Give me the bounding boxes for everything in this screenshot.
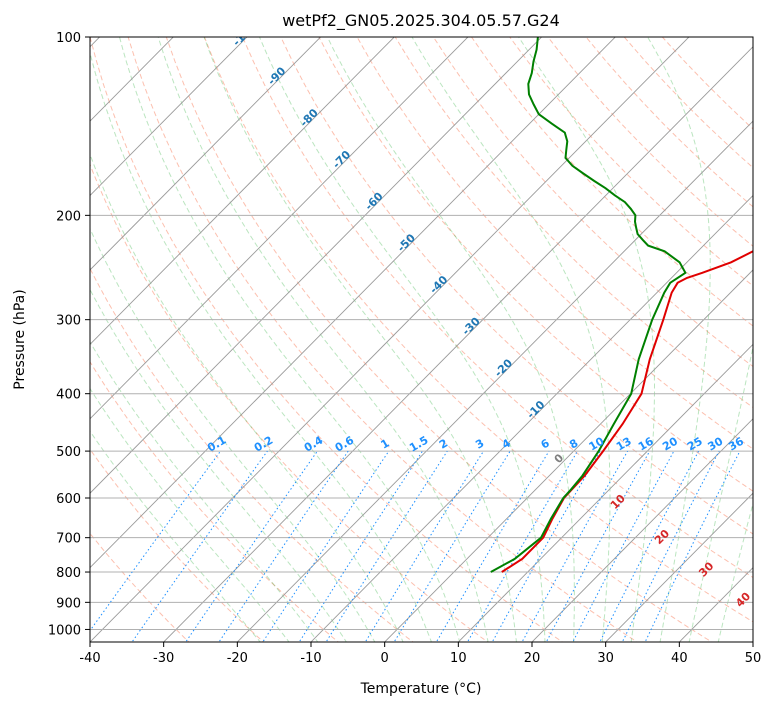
- x-tick-label: 30: [597, 651, 614, 666]
- y-tick-label: 200: [56, 209, 81, 224]
- y-tick-label: 1000: [48, 623, 81, 638]
- mixing-ratio-line: [599, 450, 700, 642]
- mixing-ratio-line: [545, 450, 651, 642]
- mixing-ratio-line: [262, 450, 390, 642]
- y-tick-label: 400: [56, 388, 81, 403]
- moist-adiabat-line: [119, 37, 461, 642]
- dry-adiabat-line: [394, 37, 753, 409]
- mixing-ratio-line: [364, 450, 484, 642]
- moist-adiabat-line: [647, 37, 711, 642]
- y-tick-label: 800: [56, 566, 81, 581]
- mixing-ratio-line: [185, 450, 318, 642]
- moist-adiabat-line: [90, 227, 376, 642]
- x-tick-label: 20: [524, 651, 541, 666]
- chart-title: wetPf2_GN05.2025.304.05.57.G24: [282, 11, 560, 31]
- dry-adiabat-line: [471, 37, 753, 327]
- moist-adiabat-line: [326, 37, 575, 642]
- dry-adiabat-line: [242, 37, 753, 579]
- x-axis: -40 -30 -20 -10 0 10 20 30 40 50: [79, 642, 761, 666]
- dry-adiabat-line: [280, 37, 753, 535]
- moist-adiabat-line: [90, 387, 290, 642]
- moist-adiabat-line: [717, 501, 753, 642]
- isotherm-line: [90, 37, 322, 271]
- x-tick-label: 10: [450, 651, 467, 666]
- dewpoint-profile-line: [490, 37, 687, 573]
- moist-adiabat-line: [157, 37, 489, 642]
- isotherm-line: [531, 418, 753, 642]
- moist-adiabat-line: [203, 37, 518, 642]
- y-axis-label: Pressure (hPa): [12, 289, 28, 389]
- x-tick-label: -10: [300, 651, 321, 666]
- mixing-ratio-line: [131, 450, 268, 642]
- mixing-ratio-line: [572, 450, 675, 642]
- moist-adiabat-line: [259, 37, 546, 642]
- x-tick-label: -30: [153, 651, 174, 666]
- moist-adiabat-line: [90, 152, 404, 642]
- isotherm-line: [90, 37, 248, 197]
- moist-adiabat-line: [518, 37, 655, 642]
- y-axis: 1000 900 800 700 600 500 400 300 200 100: [48, 31, 90, 638]
- mixing-ratio-line: [298, 450, 423, 642]
- isotherm-line: [310, 194, 753, 642]
- plot-frame: [89, 36, 754, 643]
- moist-adiabat-line: [688, 344, 753, 642]
- y-tick-label: 900: [56, 596, 81, 611]
- isotherm-line: [605, 492, 753, 642]
- y-tick-label: 500: [56, 445, 81, 460]
- x-tick-label: 0: [381, 651, 389, 666]
- moist-adiabat-line: [90, 288, 347, 642]
- y-tick-label: 300: [56, 314, 81, 329]
- isotherm-line: [90, 37, 690, 642]
- moist-adiabat-line: [90, 50, 432, 642]
- isotherm-line: [90, 37, 395, 345]
- mixing-ratio-line: [218, 450, 349, 642]
- x-tick-label: 50: [745, 651, 762, 666]
- isotherm-line: [90, 37, 469, 420]
- isotherm-line: [384, 269, 753, 642]
- isotherm-label: -100: [230, 20, 259, 49]
- y-tick-label: 600: [56, 492, 81, 507]
- dry-adiabat-line: [509, 37, 753, 287]
- x-axis-label: Temperature (°C): [360, 681, 482, 697]
- y-tick-label: 100: [56, 31, 81, 46]
- dry-adiabat-line: [318, 37, 753, 492]
- mixing-ratio-line: [325, 450, 448, 642]
- x-tick-label: -40: [79, 651, 100, 666]
- isotherm-line: [457, 343, 753, 642]
- isotherm-line: [163, 46, 753, 642]
- moist-adiabat-line: [90, 340, 319, 642]
- moist-adiabat-line: [90, 430, 261, 642]
- x-tick-label: 40: [671, 651, 688, 666]
- isotherm-line: [236, 120, 753, 642]
- mixing-ratio-line: [90, 450, 221, 632]
- temperature-profile-line: [501, 250, 753, 573]
- isotherm-line: [90, 37, 616, 569]
- mixing-ratio-line: [435, 450, 550, 642]
- x-tick-label: -20: [227, 651, 248, 666]
- isotherm-line: [90, 37, 543, 494]
- mixing-ratio-line: [466, 450, 578, 642]
- y-tick-label: 700: [56, 532, 81, 547]
